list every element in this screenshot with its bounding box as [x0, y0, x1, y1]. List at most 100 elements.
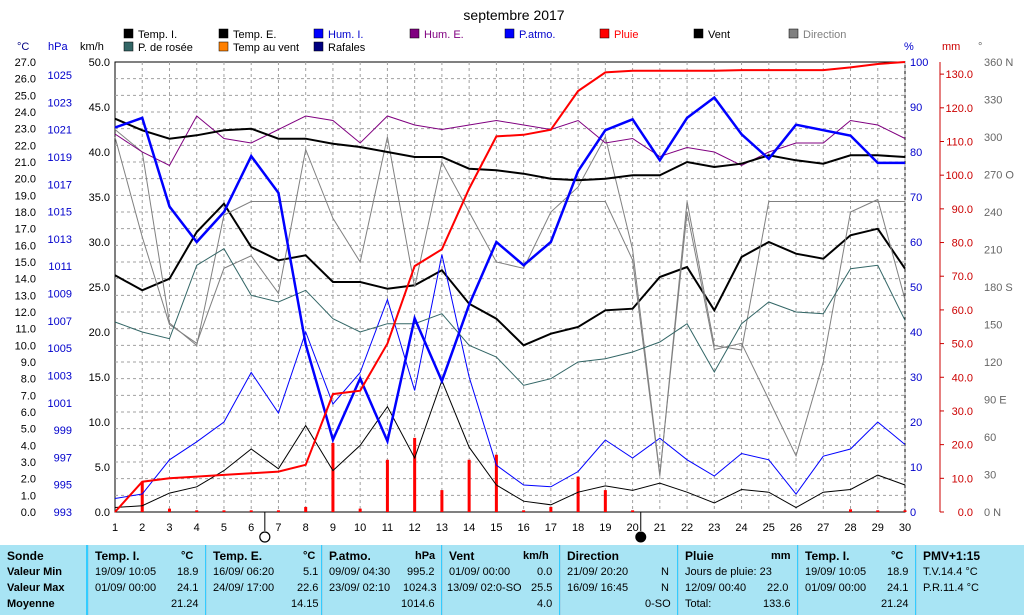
rain-tick: 20.0 [952, 440, 973, 452]
direction-name: Direction [567, 549, 619, 563]
day-tick: 10 [354, 522, 366, 534]
unit-celsius: °C [17, 41, 29, 53]
pressure-tick: 1019 [48, 152, 72, 164]
legend-swatch-rosee [124, 42, 133, 51]
direction-tick: 270 O [984, 170, 1014, 182]
vent-min-date: 01/09/ 00:00 [449, 565, 510, 579]
day-tick: 21 [654, 522, 666, 534]
rain-bar [141, 482, 144, 512]
temp-tick: 26.0 [15, 74, 36, 86]
legend-label-patmo: P.atmo. [519, 29, 556, 41]
direction-tick: 300 [984, 132, 1002, 144]
humidity-tick: 30 [910, 372, 922, 384]
unit-degree: ° [978, 41, 982, 53]
vent-name: Vent [449, 549, 474, 563]
direction-tick: 360 N [984, 57, 1013, 69]
rain-bar [277, 510, 280, 512]
pluie-unit: mm [771, 549, 791, 563]
pressure-tick: 1003 [48, 370, 72, 382]
rain-bar [468, 460, 471, 512]
legend-swatch-patmo [505, 29, 514, 38]
temp-tick: 19.0 [15, 190, 36, 202]
vent-min-val: 0.0 [537, 565, 552, 579]
wind-tick: 0.0 [95, 507, 110, 519]
day-tick: 27 [817, 522, 829, 534]
wind-tick: 20.0 [89, 327, 110, 339]
legend-swatch-direction [789, 29, 798, 38]
pressure-tick: 1007 [48, 316, 72, 328]
rain-tick: 70.0 [952, 271, 973, 283]
direction-tick: 180 S [984, 282, 1013, 294]
stats-col-temp-i2: Temp. I. °C 19/09/ 10:05 18.9 01/09/ 00:00… [798, 545, 915, 615]
temp-tick: 16.0 [15, 240, 36, 252]
day-tick: 19 [599, 522, 611, 534]
temp-tick: 2.0 [21, 474, 36, 486]
day-tick: 16 [517, 522, 529, 534]
stats-title: Sonde [0, 549, 86, 563]
day-tick: 1 [112, 522, 118, 534]
rain-bar [577, 477, 580, 512]
vent-max-val: 25.5 [531, 581, 552, 595]
legend-label-hum_e: Hum. E. [424, 29, 464, 41]
stats-col-direction: Direction 21/09/ 20:20 N 16/09/ 16:45 N 0-… [560, 545, 677, 615]
temp-i2-max-date: 01/09/ 00:00 [805, 581, 866, 595]
day-tick: 25 [763, 522, 775, 534]
patmo-max-date: 23/09/ 02:10 [329, 581, 390, 595]
day-tick: 26 [790, 522, 802, 534]
weather-chart: septembre 2017 Temp. I. Temp. E. Hum. I. Hu… [0, 0, 1024, 545]
humidity-tick: 40 [910, 327, 922, 339]
wind-tick: 30.0 [89, 237, 110, 249]
legend-label-vent: Vent [708, 29, 730, 41]
rain-bar [604, 490, 607, 512]
legend-label-hum_i: Hum. I. [328, 29, 363, 41]
temp-tick: 10.0 [15, 340, 36, 352]
direction-tick: 240 [984, 207, 1002, 219]
legend-swatch-hum_e [410, 29, 419, 38]
patmo-min-date: 09/09/ 04:30 [329, 565, 390, 579]
pressure-tick: 1011 [48, 261, 72, 273]
unit-kmh: km/h [80, 41, 104, 53]
wind-tick: 15.0 [89, 372, 110, 384]
temp-e-max-date: 24/09/ 17:00 [213, 581, 274, 595]
temp-i-avg: 21.24 [171, 597, 199, 611]
temp-tick: 22.0 [15, 140, 36, 152]
temp-e-min-date: 16/09/ 06:20 [213, 565, 274, 579]
humidity-tick: 50 [910, 282, 922, 294]
temp-tick: 1.0 [21, 490, 36, 502]
temp-i-min-val: 18.9 [177, 565, 198, 579]
rain-bar [359, 509, 362, 512]
wind-tick: 25.0 [89, 282, 110, 294]
legend-swatch-temp_e [219, 29, 228, 38]
rain-tick: 80.0 [952, 238, 973, 250]
temp-tick: 15.0 [15, 257, 36, 269]
temp-tick: 21.0 [15, 157, 36, 169]
direction-max-date: 16/09/ 16:45 [567, 581, 628, 595]
rain-bar [195, 510, 198, 512]
legend-swatch-hum_i [314, 29, 323, 38]
humidity-tick: 0 [910, 507, 916, 519]
temp-i2-name: Temp. I. [805, 549, 849, 563]
pluie-total-val: 133.6 [763, 597, 791, 611]
direction-avg: 0-SO [645, 597, 671, 611]
direction-max-val: N [661, 581, 669, 595]
pressure-tick: 1013 [48, 234, 72, 246]
legend-label-temp_i: Temp. I. [138, 29, 177, 41]
rain-bar [331, 443, 334, 512]
rain-bar [250, 510, 253, 512]
unit-hpa: hPa [48, 41, 68, 53]
day-tick: 3 [166, 522, 172, 534]
humidity-tick: 100 [910, 57, 928, 69]
wind-tick: 50.0 [89, 57, 110, 69]
rain-bar [386, 460, 389, 512]
day-tick: 6 [248, 522, 254, 534]
pluie-days: Jours de pluie: 23 [685, 565, 772, 579]
temp-tick: 7.0 [21, 390, 36, 402]
direction-min-val: N [661, 565, 669, 579]
temp-i-name: Temp. I. [95, 549, 139, 563]
temp-tick: 0.0 [21, 507, 36, 519]
stats-labels-col: Sonde Valeur Min Valeur Max Moyenne [0, 545, 86, 615]
day-tick: 4 [194, 522, 200, 534]
direction-tick: 210 [984, 245, 1002, 257]
stats-table: Sonde Valeur Min Valeur Max Moyenne Temp… [0, 545, 1024, 615]
temp-i-max-date: 01/09/ 00:00 [95, 581, 156, 595]
